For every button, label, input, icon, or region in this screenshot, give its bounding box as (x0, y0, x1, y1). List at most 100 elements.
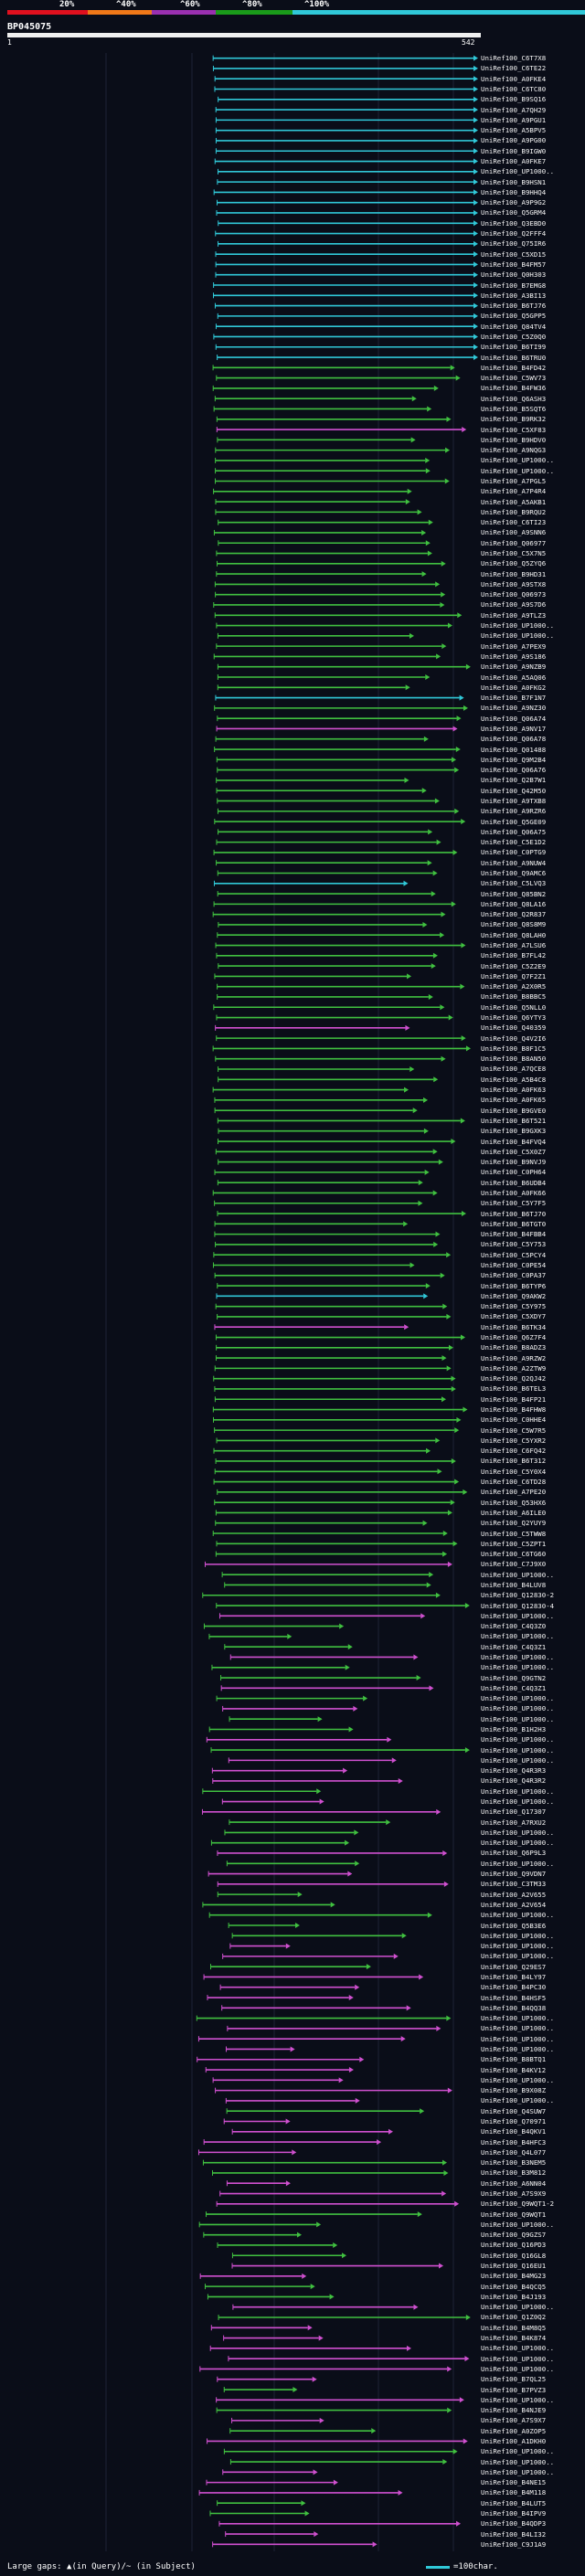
hit-label-link[interactable]: UniRef100_A9PG00 (481, 136, 547, 145)
hit-alignment-bar[interactable] (217, 1139, 456, 1145)
hit-alignment-bar[interactable] (218, 963, 436, 970)
hit-alignment-bar[interactable] (199, 2366, 452, 2372)
hit-alignment-bar[interactable] (226, 2108, 425, 2115)
hit-label-link[interactable]: UniRef100_UP1000.. (481, 1942, 555, 1951)
hit-alignment-bar[interactable] (207, 2438, 468, 2444)
hit-label-link[interactable]: UniRef100_A9NUW4 (481, 858, 547, 867)
hit-label-link[interactable]: UniRef100_Q2B7W1 (481, 776, 547, 785)
hit-label-link[interactable]: UniRef100_UP1000.. (481, 2447, 555, 2456)
hit-label-link[interactable]: UniRef100_A6NN04 (481, 2178, 547, 2188)
hit-label-link[interactable]: UniRef100_Q16PD3 (481, 2241, 547, 2250)
hit-label-link[interactable]: UniRef100_C6TG60 (481, 1550, 547, 1559)
hit-label-link[interactable]: UniRef100_Q9VDN7 (481, 1870, 547, 1879)
hit-label-link[interactable]: UniRef100_UP1000.. (481, 2024, 555, 2033)
hit-alignment-bar[interactable] (208, 1912, 432, 1918)
hit-alignment-bar[interactable] (212, 1262, 415, 1268)
hit-label-link[interactable]: UniRef100_B9HDV0 (481, 435, 547, 444)
hit-alignment-bar[interactable] (226, 1860, 360, 1867)
hit-alignment-bar[interactable] (215, 1024, 410, 1031)
hit-alignment-bar[interactable] (217, 798, 440, 804)
hit-alignment-bar[interactable] (215, 137, 478, 143)
hit-alignment-bar[interactable] (215, 344, 478, 350)
hit-alignment-bar[interactable] (212, 2541, 378, 2548)
hit-label-link[interactable]: UniRef100_B8ADZ3 (481, 1343, 547, 1352)
hit-label-link[interactable]: UniRef100_B4PC30 (481, 1983, 547, 1992)
hit-label-link[interactable]: UniRef100_A2X0R5 (481, 982, 547, 991)
hit-label-link[interactable]: UniRef100_B4LI32 (481, 2529, 547, 2539)
hit-alignment-bar[interactable] (217, 1892, 303, 1898)
hit-alignment-bar[interactable] (229, 1716, 323, 1723)
hit-label-link[interactable]: UniRef100_Q5B3E6 (481, 1921, 547, 1930)
hit-label-link[interactable]: UniRef100_B4FVQ4 (481, 1137, 547, 1146)
hit-label-link[interactable]: UniRef100_B9HSN1 (481, 177, 547, 186)
hit-alignment-bar[interactable] (231, 2128, 393, 2135)
hit-label-link[interactable]: UniRef100_UP1000.. (481, 2075, 555, 2084)
hit-alignment-bar[interactable] (213, 1004, 445, 1011)
hit-alignment-bar[interactable] (218, 1076, 439, 1083)
hit-alignment-bar[interactable] (217, 179, 478, 186)
hit-alignment-bar[interactable] (213, 901, 456, 907)
hit-label-link[interactable]: UniRef100_A9TLZ3 (481, 610, 547, 620)
hit-alignment-bar[interactable] (224, 1644, 353, 1650)
hit-label-link[interactable]: UniRef100_Q4R3R3 (481, 1766, 547, 1776)
hit-label-link[interactable]: UniRef100_B7FL42 (481, 951, 547, 960)
hit-alignment-bar[interactable] (224, 1829, 359, 1836)
hit-alignment-bar[interactable] (215, 1055, 446, 1062)
hit-label-link[interactable]: UniRef100_Q06977 (481, 538, 547, 547)
hit-alignment-bar[interactable] (213, 282, 478, 289)
hit-label-link[interactable]: UniRef100_C5WV73 (481, 374, 547, 383)
hit-alignment-bar[interactable] (217, 808, 460, 814)
hit-alignment-bar[interactable] (214, 1221, 409, 1227)
hit-alignment-bar[interactable] (229, 1654, 419, 1660)
hit-label-link[interactable]: UniRef100_A2ZTW9 (481, 1363, 547, 1373)
hit-alignment-bar[interactable] (203, 2139, 382, 2146)
hit-alignment-bar[interactable] (217, 870, 438, 876)
hit-label-link[interactable]: UniRef100_C0PE54 (481, 1260, 547, 1269)
hit-alignment-bar[interactable] (215, 1355, 447, 1362)
hit-alignment-bar[interactable] (213, 1252, 452, 1258)
hit-alignment-bar[interactable] (212, 1777, 403, 1784)
hit-label-link[interactable]: UniRef100_UP1000.. (481, 1735, 555, 1744)
hit-label-link[interactable]: UniRef100_UP1000.. (481, 2034, 555, 2043)
hit-alignment-bar[interactable] (214, 76, 478, 82)
hit-alignment-bar[interactable] (201, 1808, 441, 1815)
hit-label-link[interactable]: UniRef100_A7PE20 (481, 1488, 547, 1497)
hit-alignment-bar[interactable] (225, 2046, 295, 2052)
hit-alignment-bar[interactable] (223, 2118, 291, 2125)
hit-alignment-bar[interactable] (212, 1087, 410, 1093)
hit-alignment-bar[interactable] (211, 2169, 449, 2176)
hit-label-link[interactable]: UniRef100_UP1000.. (481, 2096, 555, 2105)
hit-label-link[interactable]: UniRef100_UP1000.. (481, 167, 555, 176)
hit-alignment-bar[interactable] (217, 437, 416, 443)
hit-label-link[interactable]: UniRef100_B9X08Z (481, 2086, 547, 2095)
hit-alignment-bar[interactable] (216, 375, 461, 381)
hit-alignment-bar[interactable] (206, 1736, 392, 1743)
hit-label-link[interactable]: UniRef100_Q7F2Z1 (481, 971, 547, 981)
hit-alignment-bar[interactable] (217, 932, 445, 938)
hit-alignment-bar[interactable] (214, 302, 478, 309)
hit-label-link[interactable]: UniRef100_UP1000.. (481, 2344, 555, 2353)
hit-alignment-bar[interactable] (217, 767, 460, 773)
hit-alignment-bar[interactable] (217, 632, 414, 639)
hit-alignment-bar[interactable] (220, 1685, 434, 1691)
hit-alignment-bar[interactable] (223, 2387, 298, 2393)
hit-alignment-bar[interactable] (212, 2077, 344, 2083)
hit-alignment-bar[interactable] (217, 663, 471, 670)
hit-alignment-bar[interactable] (217, 891, 436, 897)
hit-alignment-bar[interactable] (213, 1479, 460, 1485)
hit-alignment-bar[interactable] (216, 860, 432, 866)
hit-alignment-bar[interactable] (216, 1541, 458, 1547)
hit-alignment-bar[interactable] (228, 2356, 470, 2362)
hit-alignment-bar[interactable] (216, 1437, 441, 1444)
hit-alignment-bar[interactable] (226, 2180, 291, 2187)
hit-label-link[interactable]: UniRef100_B4NE15 (481, 2478, 547, 2487)
hit-label-link[interactable]: UniRef100_B8BTQ1 (481, 2055, 547, 2064)
hit-alignment-bar[interactable] (218, 1065, 415, 1072)
hit-label-link[interactable]: UniRef100_C5PCY4 (481, 1250, 547, 1259)
hit-alignment-bar[interactable] (212, 365, 455, 371)
hit-label-link[interactable]: UniRef100_Q4L077 (481, 2147, 547, 2157)
hit-label-link[interactable]: UniRef100_C5Z2E9 (481, 961, 547, 970)
hit-alignment-bar[interactable] (215, 1551, 448, 1557)
hit-label-link[interactable]: UniRef100_Q42M50 (481, 786, 547, 795)
hit-label-link[interactable]: UniRef100_A9RZW2 (481, 1353, 547, 1362)
